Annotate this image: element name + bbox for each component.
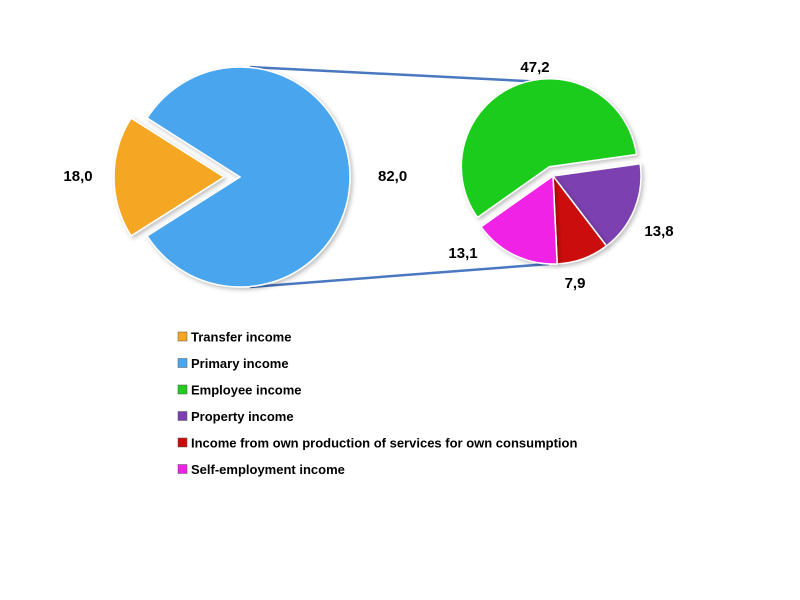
legend-item-self-employment-income: Self-employment income [177,462,345,477]
data-label-property-income: 13,8 [644,223,673,240]
data-label-income-from-own-production-of-services-for-own-consumption: 7,9 [565,275,586,292]
legend-swatch [177,331,188,342]
data-label-primary-income: 82,0 [378,168,407,185]
legend-item-income-from-own-production-of-services-for-own-consumption: Income from own production of services f… [177,435,577,450]
slice-primary-income [146,66,351,288]
connector-line-bottom [249,262,550,289]
legend-swatch [177,411,188,421]
legend-swatch [177,464,188,474]
legend-swatch [177,384,188,395]
main-pie [113,66,351,288]
legend-label: Property income [191,409,294,424]
legend-swatch [177,358,188,368]
legend-item-transfer-income: Transfer income [177,329,291,344]
data-label-self-employment-income: 13,1 [448,245,477,262]
legend-label: Employee income [191,382,302,397]
legend-item-property-income: Property income [177,409,294,424]
legend-label: Income from own production of services f… [191,435,577,450]
connector-lines [249,65,550,289]
legend-item-employee-income: Employee income [177,382,302,397]
slice-transfer-income [113,117,226,237]
legend-label: Self-employment income [191,462,345,477]
data-label-transfer-income: 18,0 [63,168,92,185]
slice-employee-income [460,77,638,219]
connector-line-top [249,65,546,84]
legend: Transfer income Primary income Employee in… [177,329,577,477]
data-labels: 18,0 82,0 13,8 7,9 13,1 47,2 [63,59,673,292]
legend-swatch [177,437,188,448]
slice-self-employment-income [480,174,558,265]
slice-property-income [551,162,642,247]
data-label-employee-income: 47,2 [520,59,549,76]
legend-item-primary-income: Primary income [177,356,289,371]
legend-label: Transfer income [191,329,291,344]
breakdown-pie [460,77,642,265]
legend-label: Primary income [191,356,289,371]
